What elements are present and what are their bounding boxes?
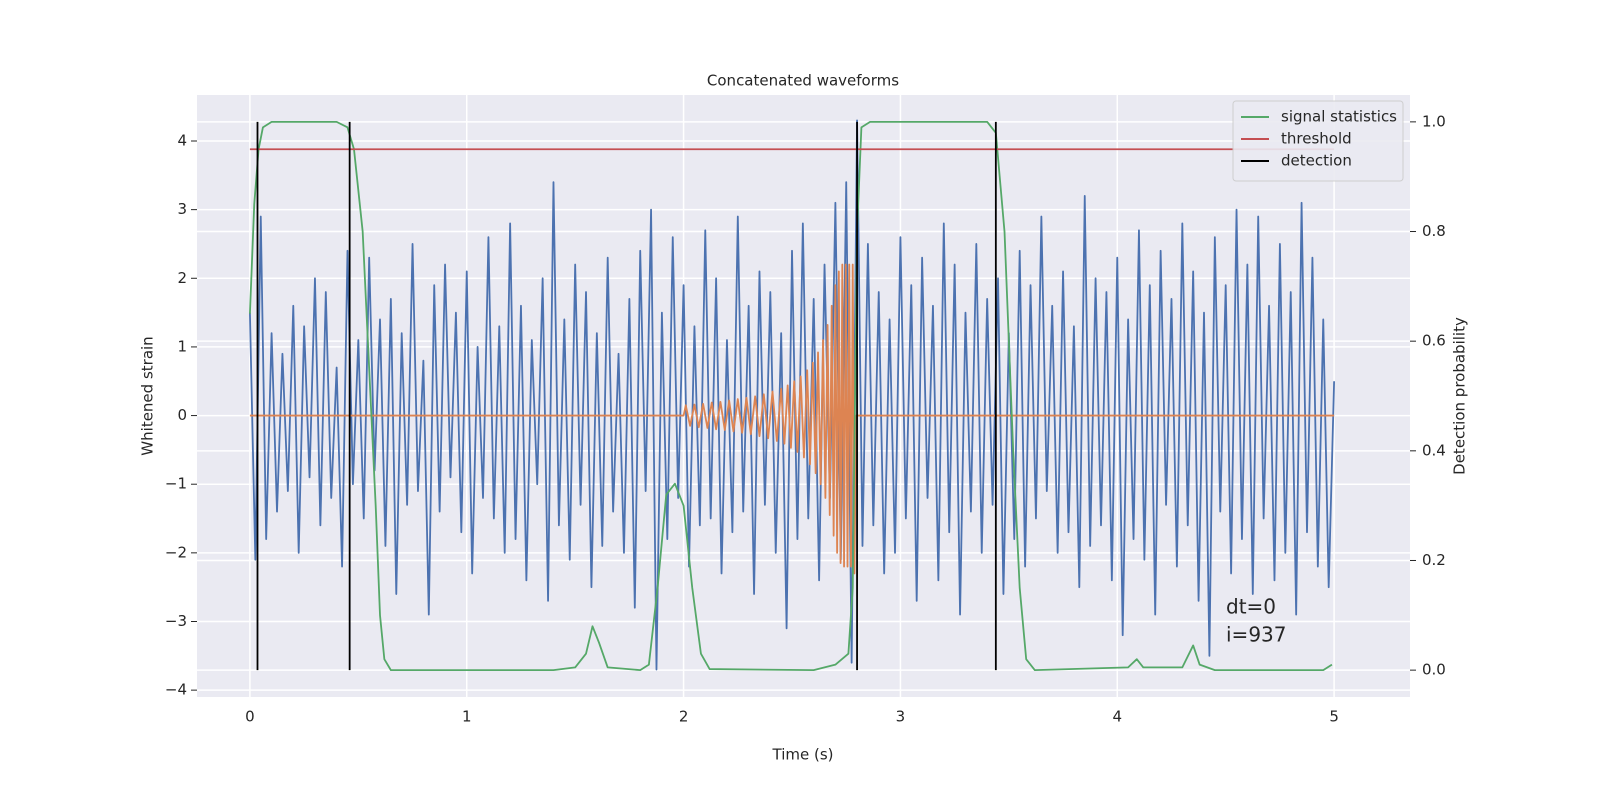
plot-marks <box>249 119 1336 672</box>
y-tick-label: 0 <box>177 406 187 424</box>
chart-title: Concatenated waveforms <box>707 72 899 90</box>
y2-tick-label: 0.6 <box>1422 332 1446 350</box>
y2-tick-label: 0.4 <box>1422 441 1446 459</box>
y2-axis-label: Detection probability <box>1451 317 1469 475</box>
x-tick-label: 1 <box>462 708 472 726</box>
legend-label: signal statistics <box>1281 108 1397 126</box>
y-tick-label: −1 <box>165 475 187 493</box>
x-axis-label: Time (s) <box>772 746 834 764</box>
y-tick-label: 4 <box>177 131 187 149</box>
y-tick-label: 3 <box>177 200 187 218</box>
x-tick-label: 4 <box>1112 708 1122 726</box>
y-tick-label: −3 <box>165 612 187 630</box>
annotation: i=937 <box>1226 623 1287 647</box>
series-line <box>249 119 1336 671</box>
y-tick-label: 2 <box>177 269 187 287</box>
legend-label: detection <box>1281 152 1352 170</box>
y-tick-label: −4 <box>165 681 187 699</box>
y2-tick-label: 0.0 <box>1422 661 1446 679</box>
annotation: dt=0 <box>1226 595 1276 619</box>
y-tick-label: −2 <box>165 543 187 561</box>
x-tick-label: 3 <box>896 708 906 726</box>
x-tick-label: 0 <box>245 708 255 726</box>
x-tick-label: 5 <box>1329 708 1339 726</box>
y-axis-label: Whitened strain <box>139 336 157 455</box>
legend <box>1232 100 1404 182</box>
y2-tick-label: 1.0 <box>1422 112 1446 130</box>
y2-tick-label: 0.8 <box>1422 222 1446 240</box>
x-tick-label: 2 <box>679 708 689 726</box>
series-line <box>249 120 1333 672</box>
y-tick-label: 1 <box>177 337 187 355</box>
legend-label: threshold <box>1281 130 1352 148</box>
series-line <box>249 263 1335 575</box>
y2-tick-label: 0.2 <box>1422 551 1446 569</box>
